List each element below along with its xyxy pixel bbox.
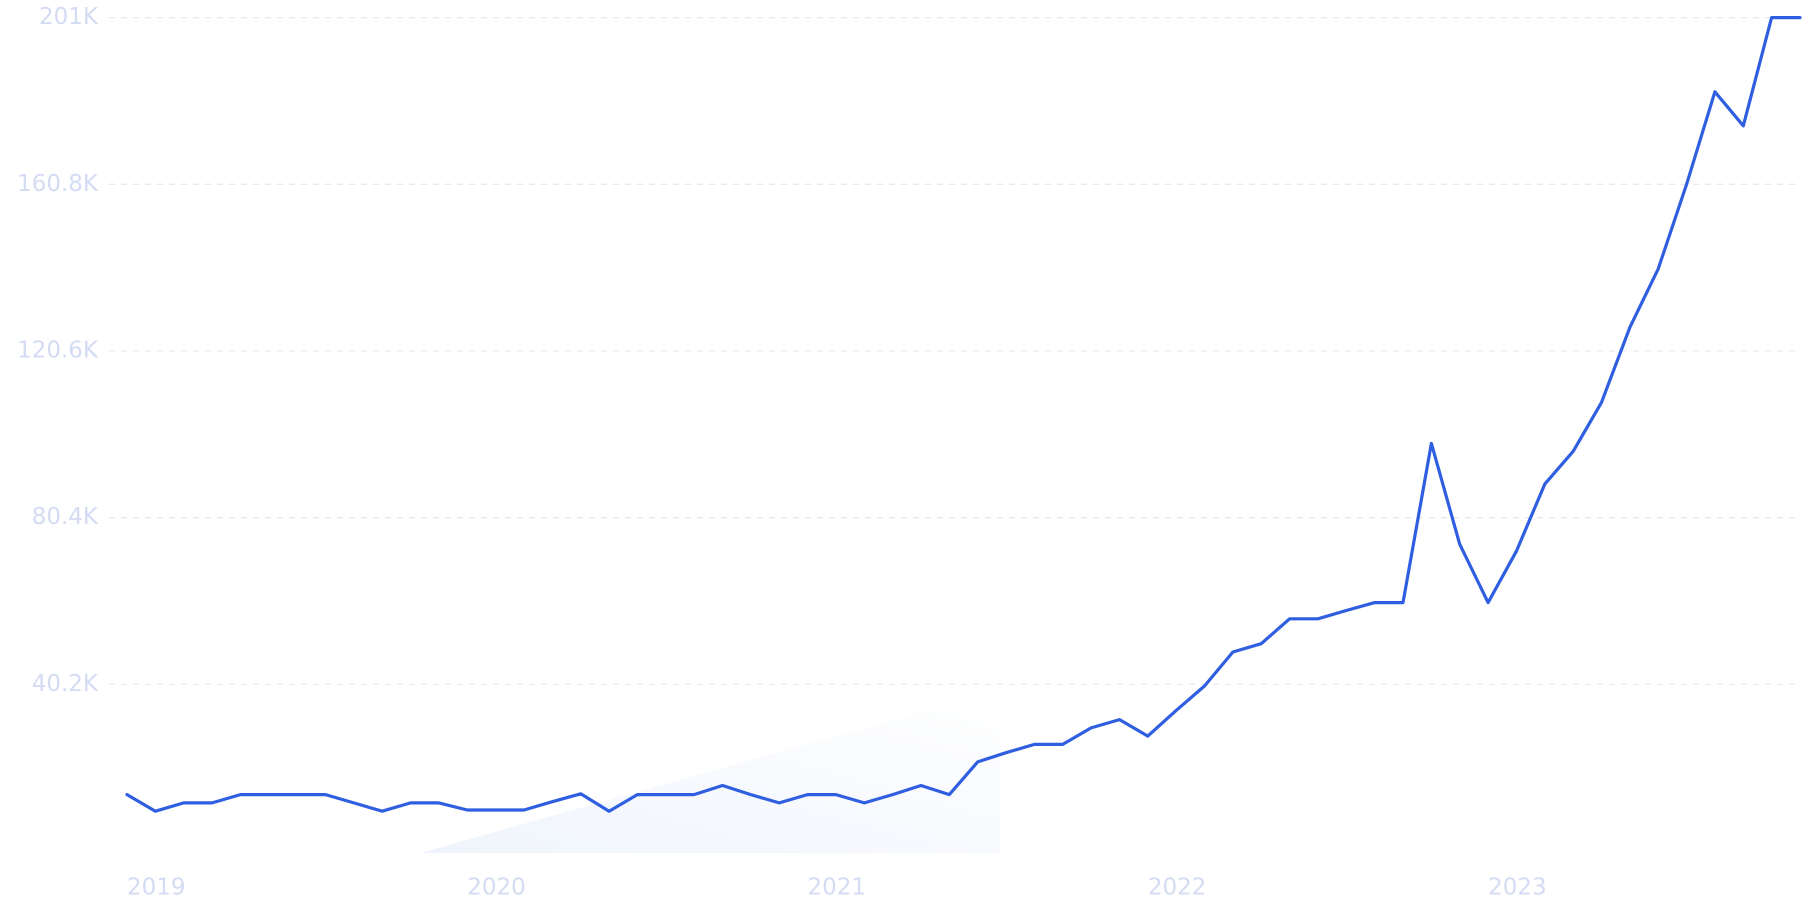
y-tick-label: 40.2K: [32, 671, 99, 697]
y-tick-label: 160.8K: [17, 171, 99, 197]
series-line: [125, 16, 1802, 813]
x-tick-label: 2019: [127, 875, 186, 901]
x-tick-label: 2023: [1488, 875, 1547, 901]
decor-shade: [420, 690, 1000, 853]
x-tick-label: 2022: [1148, 875, 1207, 901]
y-tick-label: 201K: [39, 4, 99, 30]
y-tick-label: 80.4K: [32, 504, 99, 530]
y-tick-label: 120.6K: [17, 337, 99, 363]
x-tick-label: 2021: [808, 875, 867, 901]
x-tick-label: 2020: [467, 875, 526, 901]
